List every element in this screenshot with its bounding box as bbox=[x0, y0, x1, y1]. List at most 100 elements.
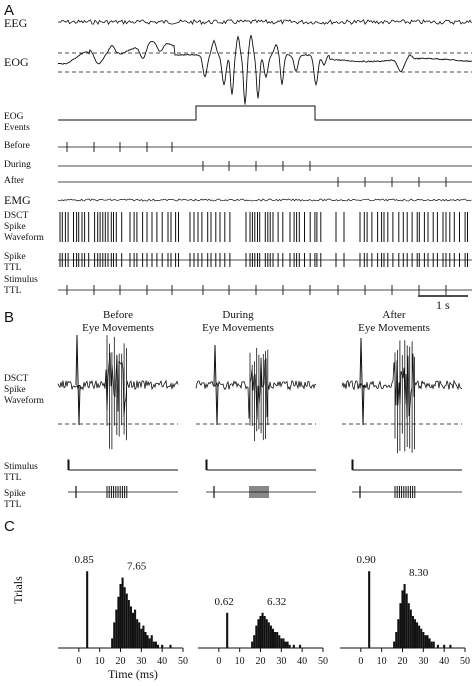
x-tick-label-1: 0 bbox=[216, 656, 221, 667]
histogram-bar-1 bbox=[280, 638, 283, 648]
histogram-bar-1 bbox=[255, 625, 258, 648]
before-label: Before bbox=[4, 140, 30, 151]
before-event-ticks bbox=[66, 142, 173, 152]
histogram-bar-1 bbox=[282, 638, 285, 648]
spike-ttl-raster bbox=[59, 253, 468, 267]
x-tick-label-2: 40 bbox=[439, 656, 449, 667]
histogram-bar-1 bbox=[251, 641, 254, 648]
histogram-bar-2 bbox=[407, 603, 410, 648]
col-after-title-line2: Eye Movements bbox=[358, 322, 430, 334]
emg-label: EMG bbox=[4, 193, 31, 207]
histogram-bar-2 bbox=[443, 644, 446, 648]
b-dsct-label-line3: Waveform bbox=[4, 395, 44, 406]
histogram-bar-0 bbox=[148, 638, 151, 648]
histogram-bar-2 bbox=[422, 632, 425, 648]
b-stim-label-line2: TTL bbox=[4, 473, 22, 483]
spike-ttl-label-line2: TTL bbox=[4, 263, 22, 273]
stim-ttl-label-line1: Stimulus bbox=[4, 275, 38, 285]
x-tick-label-1: 40 bbox=[297, 656, 307, 667]
histogram-bar-1 bbox=[226, 612, 229, 648]
histogram-bar-2 bbox=[393, 641, 396, 648]
histogram-bar-2 bbox=[409, 609, 412, 648]
histogram-bar-2 bbox=[395, 632, 398, 648]
histogram-bar-0 bbox=[115, 609, 118, 648]
histogram-bar-2 bbox=[424, 635, 427, 648]
histogram-bar-2 bbox=[411, 616, 414, 648]
x-tick-label-2: 30 bbox=[418, 656, 428, 667]
histogram-bar-1 bbox=[267, 622, 270, 648]
col-during-title-line1: During bbox=[222, 309, 254, 321]
eog-events-label-line1: EOG bbox=[4, 112, 24, 122]
stimulus-artifact-1 bbox=[213, 344, 219, 426]
histogram-bar-0 bbox=[113, 622, 116, 648]
histogram-bar-0 bbox=[129, 606, 132, 648]
eog-trace bbox=[58, 34, 473, 105]
x-tick-label-0: 40 bbox=[157, 656, 167, 667]
x-tick-label-0: 10 bbox=[95, 656, 105, 667]
stimulus-artifact-2 bbox=[359, 337, 365, 426]
panel-b-label: B bbox=[4, 309, 14, 326]
dsct-label-line2: Spike bbox=[4, 222, 26, 232]
histogram-bar-1 bbox=[276, 632, 279, 648]
x-axis-label: Time (ms) bbox=[108, 667, 158, 681]
eog-events-label-line2: Events bbox=[4, 123, 30, 133]
dsct-label-line1: DSCT bbox=[4, 211, 28, 221]
histogram-bar-1 bbox=[278, 635, 281, 648]
histogram-bar-2 bbox=[405, 593, 408, 648]
eog-label: EOG bbox=[4, 55, 29, 69]
histogram-bar-0 bbox=[140, 628, 143, 648]
histogram-bar-2 bbox=[418, 625, 421, 648]
histogram-bar-2 bbox=[432, 641, 435, 648]
histogram-bar-0 bbox=[117, 596, 120, 648]
panel-c-label: C bbox=[4, 518, 15, 535]
histogram-bar-1 bbox=[269, 625, 272, 648]
histogram-bar-2 bbox=[449, 644, 452, 648]
histogram-bar-2 bbox=[426, 635, 429, 648]
histogram-bar-0 bbox=[119, 584, 122, 648]
col-before-title-line2: Eye Movements bbox=[82, 322, 154, 334]
histogram-bar-0 bbox=[169, 644, 172, 648]
histogram-bar-0 bbox=[161, 644, 164, 648]
x-tick-label-2: 20 bbox=[398, 656, 408, 667]
histogram-bar-1 bbox=[259, 616, 262, 648]
histogram-bar-0 bbox=[156, 644, 160, 648]
early-latency-label-0: 0.85 bbox=[75, 554, 95, 566]
histogram-bar-0 bbox=[144, 632, 147, 648]
histogram-bar-0 bbox=[138, 622, 141, 648]
early-latency-label-1: 0.62 bbox=[215, 596, 234, 608]
histogram-bar-1 bbox=[299, 644, 302, 648]
histogram-bar-0 bbox=[131, 612, 135, 648]
late-latency-label-1: 6.32 bbox=[267, 596, 286, 608]
x-tick-label-0: 50 bbox=[178, 656, 188, 667]
late-latency-label-2: 8.30 bbox=[409, 567, 429, 579]
dsct-spike-raster bbox=[59, 212, 468, 242]
histogram-bar-0 bbox=[142, 625, 145, 648]
histogram-bar-1 bbox=[286, 641, 289, 648]
histogram-bar-1 bbox=[265, 619, 268, 648]
x-tick-label-0: 20 bbox=[116, 656, 126, 667]
histogram-bar-2 bbox=[428, 638, 431, 648]
stim-ttl-label-line2: TTL bbox=[4, 286, 22, 296]
late-latency-label-0: 7.65 bbox=[127, 561, 147, 573]
histogram-bar-2 bbox=[399, 603, 402, 648]
histogram-bar-2 bbox=[401, 590, 404, 648]
x-tick-label-1: 20 bbox=[256, 656, 266, 667]
histogram-bar-0 bbox=[121, 577, 124, 648]
histogram-bar-2 bbox=[413, 619, 417, 648]
eog-events-trace bbox=[58, 105, 472, 121]
x-tick-label-1: 30 bbox=[276, 656, 286, 667]
b-spike-label-line1: Spike bbox=[4, 489, 26, 499]
histogram-bar-2 bbox=[436, 644, 439, 648]
b-dsct-label-line2: Spike bbox=[4, 385, 26, 395]
after-event-ticks bbox=[337, 177, 447, 187]
histogram-bar-1 bbox=[271, 628, 275, 648]
panel-c-histograms: 0 10 20 30 40 50 0.85 7.65 0 10 20 30 40 50 0.62 6.32 0 1… bbox=[58, 554, 470, 667]
histogram-bar-1 bbox=[263, 616, 266, 648]
histogram-bar-0 bbox=[136, 619, 139, 648]
col-after-title-line1: After bbox=[382, 309, 406, 321]
x-tick-label-0: 30 bbox=[136, 656, 146, 667]
b-stim-label-line1: Stimulus bbox=[4, 462, 38, 472]
panel-a-label: A bbox=[4, 2, 14, 19]
b-dsct-label-line1: DSCT bbox=[4, 374, 28, 384]
